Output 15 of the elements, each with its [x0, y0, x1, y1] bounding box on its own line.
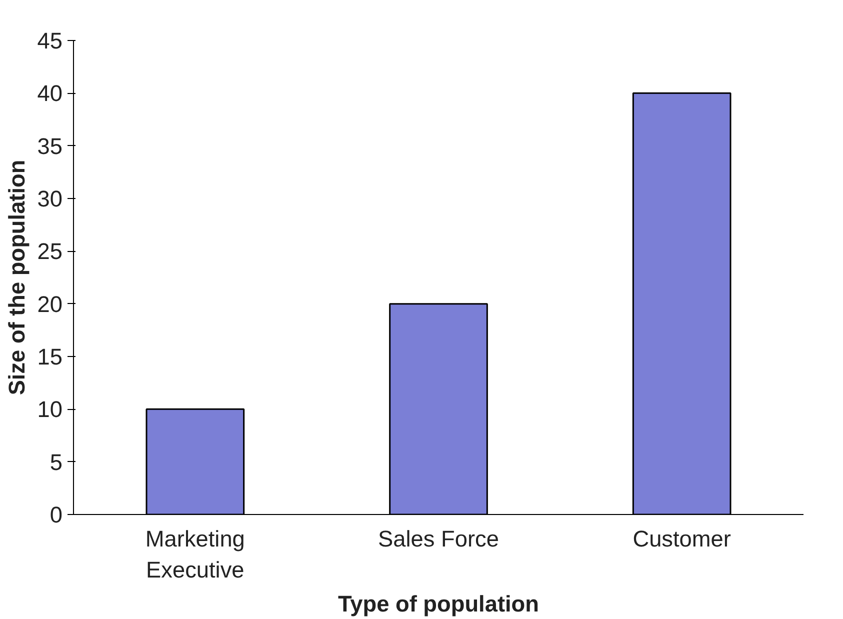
y-tick-label: 45 — [37, 28, 62, 54]
y-tick-label: 0 — [50, 502, 63, 528]
y-tick-label: 25 — [37, 238, 62, 264]
y-tick-label: 10 — [37, 396, 62, 422]
x-tick-label: Sales Force — [378, 526, 499, 552]
y-tick-label: 15 — [37, 344, 62, 370]
y-axis-title: Size of the population — [3, 160, 30, 396]
x-tick-label: Marketing Executive — [145, 526, 245, 583]
y-tick-label: 35 — [37, 132, 62, 159]
y-tick-label: 5 — [50, 448, 63, 475]
x-axis-title: Type of population — [338, 590, 539, 617]
y-tick-label: 30 — [37, 186, 62, 212]
x-tick-label: Customer — [632, 526, 732, 552]
y-tick-label: 40 — [37, 80, 62, 106]
y-tick-label: 20 — [37, 290, 62, 317]
